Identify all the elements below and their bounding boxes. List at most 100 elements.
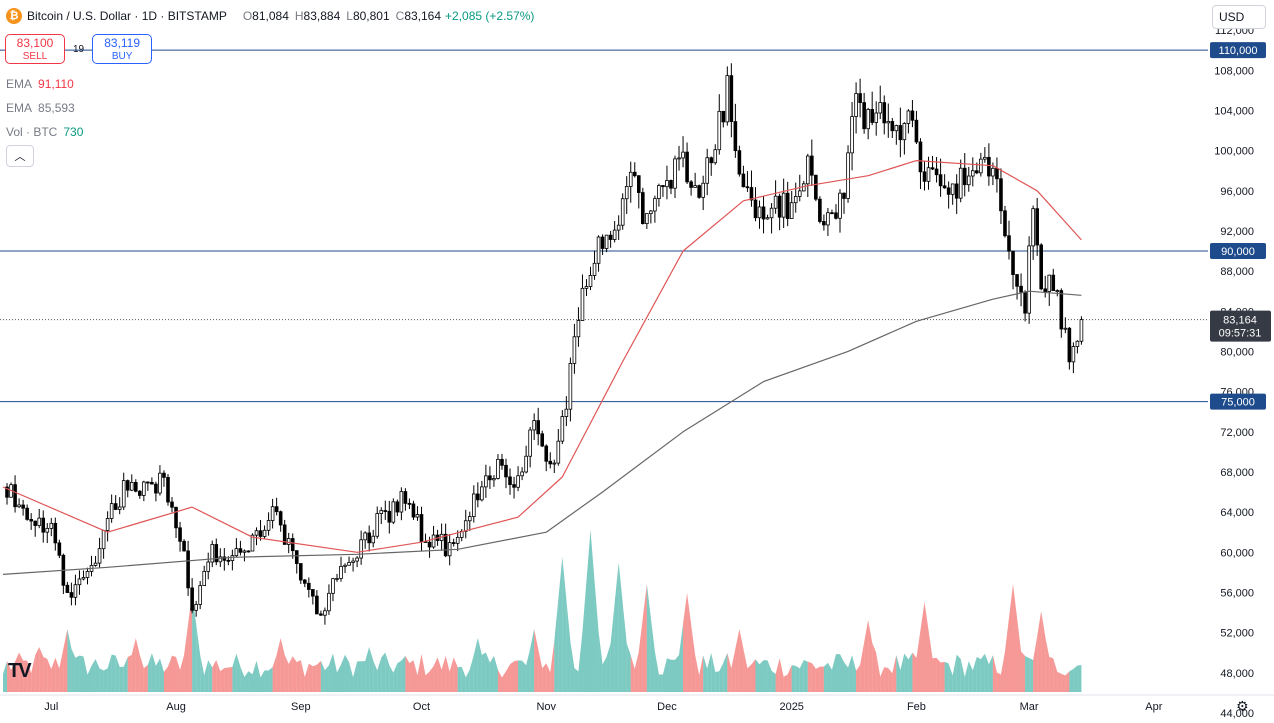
candle-body [781,192,786,218]
volume-area [83,656,88,692]
volume-area [413,660,418,692]
candle-body [1035,208,1039,246]
buy-button[interactable]: 83,119 BUY [92,34,153,64]
volume-area [827,662,832,692]
candle-body [882,102,887,124]
level-price-tag [1210,393,1266,410]
price-tick-label: 56,000 [1220,587,1254,599]
volume-area [71,648,76,692]
candle-body [53,522,58,544]
volume-area [111,654,116,692]
volume-area [147,653,152,692]
time-tick-label: Jul [44,701,58,713]
volume-area [771,670,776,692]
candle-body [363,532,367,541]
volume-area [972,656,977,692]
sell-button[interactable]: 83,100 SELL [5,34,65,64]
indicator-ema-fast[interactable]: EMA 91,110 [6,77,74,91]
candle-body [480,486,484,501]
volume-area [992,655,997,692]
candle-body [476,493,480,501]
volume-area [755,659,760,692]
symbol-title[interactable]: Bitcoin / U.S. Dollar · 1D · BITSTAMP [27,9,227,23]
candle-body [556,440,561,464]
candle-body [757,206,762,219]
candle-body [403,491,408,504]
candle-body [765,217,770,220]
candle-body [282,524,287,545]
volume-area [1017,617,1022,692]
candle-body [258,530,263,537]
volume-area [441,655,446,692]
volume-area [204,660,209,692]
volume-area [252,660,257,692]
indicator-ema-slow[interactable]: EMA 85,593 [6,101,75,115]
time-tick-label: Aug [166,701,186,713]
volume-area [268,667,273,692]
candle-body [206,561,211,572]
candle-body [443,533,448,557]
volume-area [469,654,474,692]
last-price-label: 83,164 [1223,315,1257,327]
volume-area [445,655,450,692]
currency-select[interactable]: USD [1212,5,1266,29]
volume-area [417,654,422,692]
volume-area [260,670,265,692]
candle-body [93,562,98,566]
collapse-legend-button[interactable]: ︿ [6,145,34,167]
candle-body [125,480,130,491]
price-tick-label: 92,000 [1220,226,1254,238]
candle-body [842,192,846,199]
volume-area [453,657,458,692]
volume-area [727,653,732,692]
candle-body [302,579,307,584]
spread-value: 19 [73,43,85,55]
candle-body [323,610,327,616]
candle-body [69,592,74,598]
candle-body [830,212,834,215]
indicator-volume[interactable]: Vol · BTC 730 [6,125,83,139]
candle-body [158,472,162,494]
price-tick-label: 88,000 [1220,266,1254,278]
volume-area [743,648,748,692]
volume-area [554,599,559,692]
candle-body [13,484,17,508]
volume-area [1073,665,1078,692]
volume-area [248,671,253,692]
candle-body [528,429,532,457]
volume-area [1069,668,1074,692]
candle-body [85,571,90,578]
volume-area [429,666,434,692]
candle-body [697,185,701,198]
volume-area [799,659,804,692]
volume-area [47,658,52,692]
time-tick-label: Nov [536,701,556,713]
volume-area [31,655,36,692]
candle-body [5,486,9,498]
volume-area [1077,665,1082,692]
candle-body [653,198,657,212]
volume-area [823,662,828,692]
candle-body [890,121,895,132]
candle-body [725,75,730,123]
volume-area [1000,651,1005,692]
volume-area [1004,617,1009,692]
settings-gear-icon[interactable]: ⚙ [1236,698,1249,714]
candle-body [685,151,689,183]
candle-body [117,506,122,510]
volume-area [184,623,189,692]
candle-body [689,181,693,188]
volume-area [791,665,796,692]
candle-body [548,460,553,465]
candle-body [65,584,70,593]
volume-area [19,652,24,692]
volume-area [119,666,124,692]
volume-area [389,665,394,692]
candle-body [270,506,275,521]
volume-area [908,652,913,692]
candle-body [641,192,645,224]
candle-body [463,520,468,532]
candle-body [343,564,347,567]
volume-area [51,657,56,692]
